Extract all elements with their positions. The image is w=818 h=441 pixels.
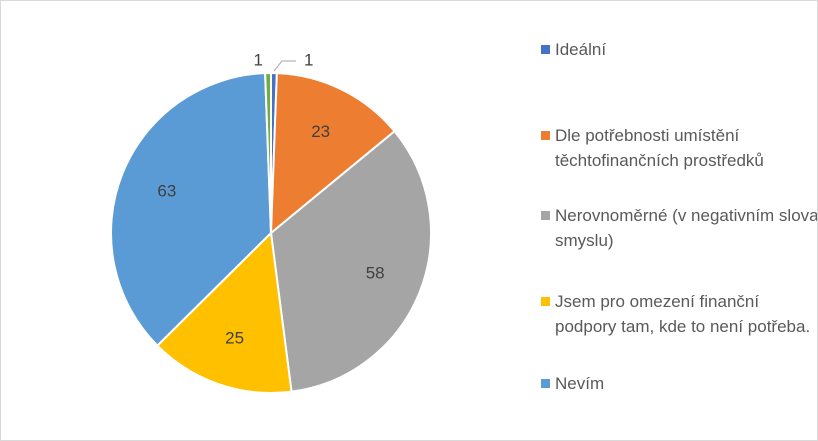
leader-line	[273, 60, 296, 72]
legend-label: Dle potřebnosti umístění těchtofinančníc…	[555, 126, 764, 170]
data-label: 23	[311, 122, 330, 141]
legend-label: Nevím	[555, 374, 605, 393]
legend-swatch	[541, 45, 550, 54]
data-label: 58	[366, 264, 385, 283]
legend-swatch	[541, 297, 550, 306]
legend-item: Dle potřebnosti umístění těchtofinančníc…	[541, 123, 817, 173]
legend-label: Nerovnoměrné (v negativním slova smyslu)	[555, 206, 818, 250]
legend-item: Ideální	[541, 37, 817, 62]
pie-slice	[269, 72, 396, 236]
data-label: 1	[304, 50, 313, 69]
pie-slice	[264, 71, 272, 234]
pie-slice	[110, 72, 273, 348]
legend-item: Jsem pro omezení finanční podpory tam, k…	[541, 289, 817, 339]
pie-slice	[155, 230, 293, 394]
legend-item: Nerovnoměrné (v negativním slova smyslu)	[541, 203, 818, 253]
data-label: 25	[225, 328, 244, 347]
legend-swatch	[541, 131, 550, 140]
legend-item: Nevím	[541, 371, 817, 396]
legend-swatch	[541, 379, 550, 388]
data-label: 1	[254, 50, 263, 69]
data-label: 63	[157, 181, 176, 200]
legend-label: Jsem pro omezení finanční podpory tam, k…	[555, 292, 811, 336]
legend-label: Ideální	[555, 40, 607, 59]
pie-slice	[269, 129, 432, 393]
legend-swatch	[541, 211, 550, 220]
